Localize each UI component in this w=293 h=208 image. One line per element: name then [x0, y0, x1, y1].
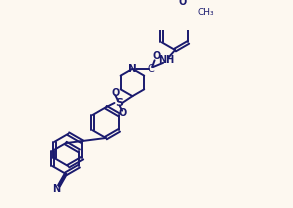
Text: S: S — [115, 98, 123, 108]
Text: C: C — [148, 64, 155, 74]
Text: O: O — [118, 108, 126, 118]
Text: O: O — [111, 88, 120, 98]
Text: O: O — [179, 0, 187, 7]
Text: N: N — [128, 64, 137, 74]
Text: CH₃: CH₃ — [197, 8, 214, 17]
Text: O: O — [152, 51, 161, 61]
Text: NH: NH — [159, 55, 175, 65]
Text: N: N — [52, 184, 60, 194]
